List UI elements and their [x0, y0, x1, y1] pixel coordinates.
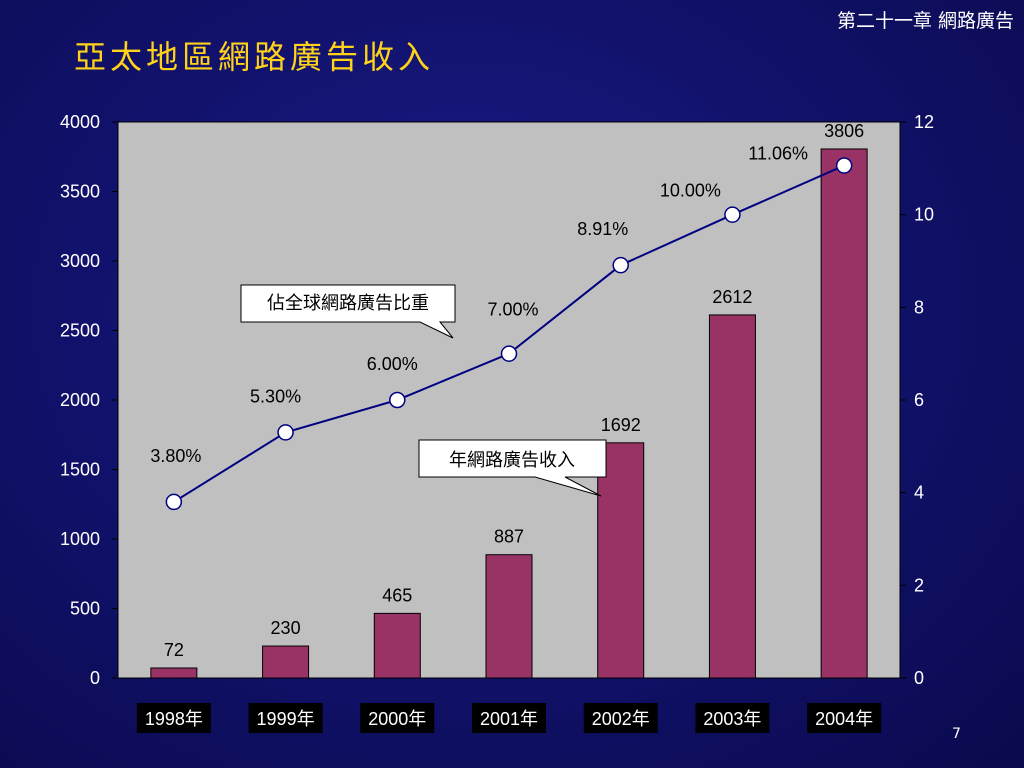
line-marker [835, 157, 853, 174]
x-category-label: 2000年 [368, 709, 426, 729]
line-marker [500, 345, 518, 362]
x-category-label: 2001年 [480, 709, 538, 729]
bar-series: 72 230 465 887 1692 2612 3806 [150, 121, 868, 679]
bar-value-label: 3806 [824, 121, 864, 141]
x-label-bg [136, 703, 211, 733]
right-tick-label: 6 [914, 390, 924, 410]
chapter-title: 第二十一章 網路廣告 [836, 10, 1014, 32]
line-value-label: 6.00% [367, 354, 418, 374]
right-tick-label: 10 [914, 205, 934, 225]
bar [373, 612, 421, 679]
left-tick-label: 2000 [60, 390, 100, 410]
page-number: 7 [952, 726, 961, 742]
bar-value-label: 2612 [712, 287, 752, 307]
left-tick-label: 1500 [60, 460, 100, 480]
line-marker [165, 493, 183, 511]
line-series-callout-text: 佔全球網路廣告比重 [267, 293, 429, 314]
line-value-label: 8.91% [577, 219, 628, 239]
bar [150, 667, 198, 679]
left-tick-label: 4000 [60, 112, 100, 132]
bar [820, 148, 868, 679]
line-value-label: 10.00% [660, 181, 721, 201]
line-value-label: 5.30% [250, 386, 301, 406]
left-tick-label: 1000 [60, 529, 100, 549]
bar-value-label: 887 [494, 527, 524, 547]
line-marker [389, 391, 406, 409]
x-label-bg [472, 703, 546, 733]
x-category-label: 1999年 [257, 709, 315, 729]
bar-series-callout: 年網路廣告收入 [418, 439, 607, 497]
x-label-bg [360, 703, 435, 733]
x-label-bg [248, 703, 323, 733]
left-tick-label: 0 [90, 668, 100, 688]
right-y-axis: 0 2 4 6 8 10 12 [900, 112, 934, 688]
bar-value-label: 72 [164, 640, 184, 660]
line-value-label: 11.06% [748, 144, 808, 164]
right-tick-label: 0 [914, 668, 924, 688]
right-tick-label: 12 [914, 112, 934, 132]
bar [708, 314, 756, 679]
bar [262, 645, 310, 679]
line-marker [612, 256, 629, 274]
left-tick-label: 3000 [60, 251, 100, 271]
x-category-label: 2002年 [592, 709, 650, 729]
x-axis-labels: 1998年 1999年 2000年 2001年 2002年 2003年 2004年 [136, 703, 882, 733]
bar [597, 442, 645, 679]
bar-series-callout-text: 年網路廣告收入 [449, 450, 575, 471]
bar-value-label: 1692 [601, 415, 641, 435]
bar-value-label: 230 [271, 618, 301, 638]
x-category-label: 2003年 [703, 709, 761, 729]
right-tick-label: 4 [914, 483, 924, 503]
bar [485, 554, 533, 679]
line-value-label: 7.00% [487, 300, 538, 320]
left-tick-label: 2500 [60, 321, 100, 341]
left-y-axis: 0 500 1000 1500 2000 2500 3000 3500 4000 [60, 112, 118, 688]
left-tick-label: 3500 [60, 182, 100, 202]
left-tick-label: 500 [70, 599, 100, 619]
x-label-bg [583, 703, 658, 733]
x-category-label: 2004年 [815, 709, 873, 729]
slide-title: 亞太地區網路廣告收入 [74, 38, 435, 76]
line-series: 3.80% 5.30% 6.00% 7.00% 8.91% 10.00% 11.06% [150, 144, 853, 511]
right-tick-label: 2 [914, 575, 924, 595]
x-label-bg [807, 703, 882, 733]
x-label-bg [695, 703, 770, 733]
line-marker [724, 206, 741, 223]
line-value-label: 3.80% [150, 446, 201, 466]
right-tick-label: 8 [914, 297, 924, 317]
bar-value-label: 465 [382, 585, 412, 605]
line-series-callout: 佔全球網路廣告比重 [240, 284, 456, 339]
x-category-label: 1998年 [145, 709, 203, 729]
line-marker [277, 424, 294, 441]
